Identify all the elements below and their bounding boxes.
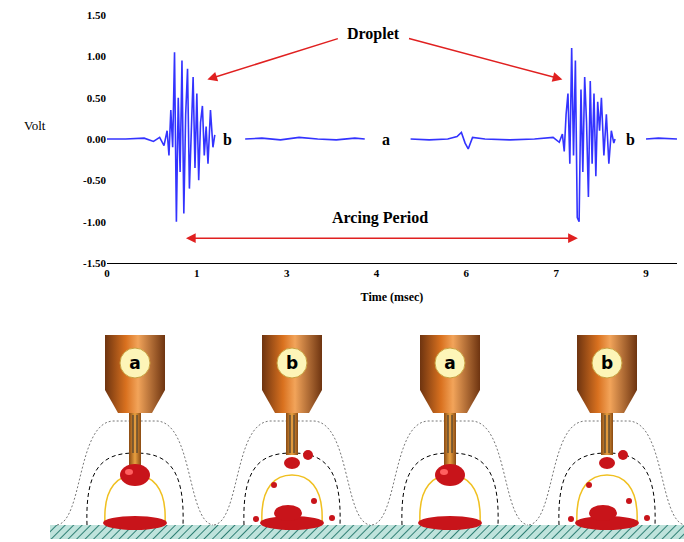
svg-text:9: 9: [643, 267, 649, 279]
svg-text:Droplet: Droplet: [347, 25, 400, 43]
svg-text:-1.00: -1.00: [83, 216, 106, 228]
svg-text:Time (msec): Time (msec): [361, 290, 424, 304]
svg-text:b: b: [626, 131, 635, 148]
svg-text:0.00: 0.00: [87, 133, 107, 145]
svg-text:1.00: 1.00: [87, 50, 107, 62]
svg-text:1: 1: [194, 267, 200, 279]
svg-text:0: 0: [104, 267, 110, 279]
svg-text:b: b: [286, 353, 298, 373]
svg-text:6: 6: [464, 267, 470, 279]
svg-text:1.50: 1.50: [87, 9, 107, 21]
svg-text:b: b: [223, 131, 232, 148]
svg-text:-0.50: -0.50: [83, 174, 106, 186]
svg-text:0.50: 0.50: [87, 92, 107, 104]
svg-text:a: a: [444, 353, 455, 373]
svg-text:Volt: Volt: [24, 118, 46, 133]
svg-text:b: b: [601, 353, 613, 373]
svg-text:3: 3: [284, 267, 290, 279]
svg-text:7: 7: [553, 267, 559, 279]
svg-text:a: a: [382, 131, 390, 148]
svg-text:4: 4: [374, 267, 380, 279]
svg-text:Arcing Period: Arcing Period: [332, 209, 428, 227]
svg-text:a: a: [129, 353, 140, 373]
svg-text:-1.50: -1.50: [83, 257, 106, 269]
